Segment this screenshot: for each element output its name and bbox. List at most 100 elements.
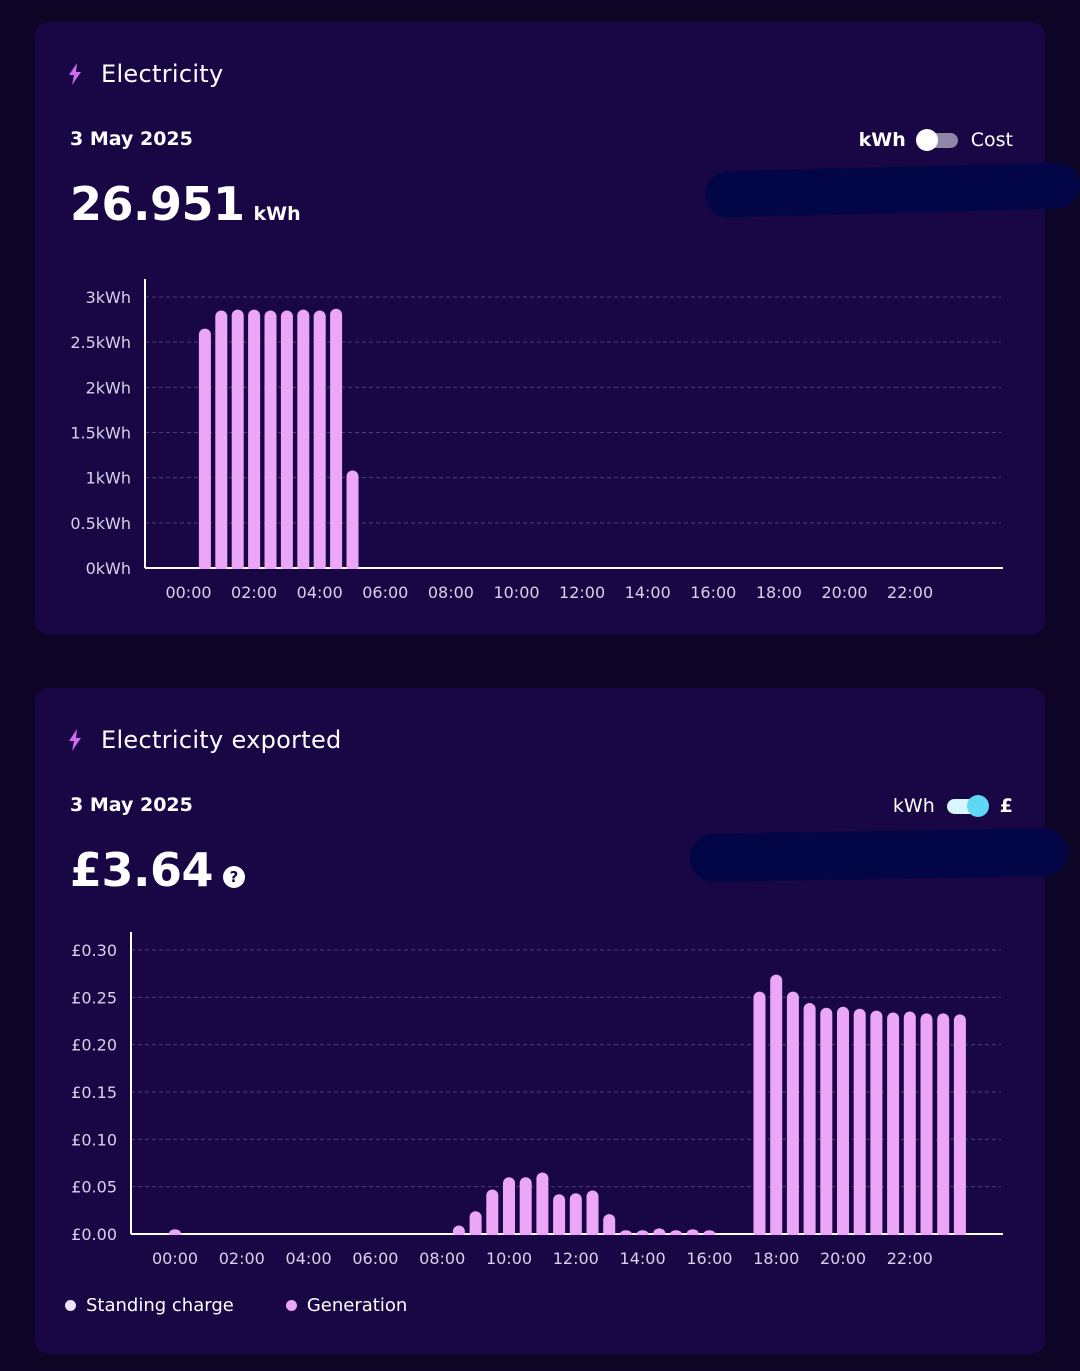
x-tick-label: 12:00 <box>559 583 605 602</box>
bar[interactable] <box>903 1011 916 1238</box>
electricity-exported-card: Electricity exported 3 May 2025 kWh £ £3… <box>35 688 1069 1354</box>
electricity-card: Electricity 3 May 2025 kWh Cost 26.951 k… <box>35 22 1080 635</box>
y-tick-label: 3kWh <box>86 288 131 307</box>
toggle-label-kwh: kWh <box>892 795 935 817</box>
toggle-switch[interactable] <box>946 794 989 817</box>
bar[interactable] <box>803 1003 816 1238</box>
bar[interactable] <box>198 328 211 572</box>
x-tick-label: 02:00 <box>231 583 277 602</box>
legend-label: Standing charge <box>86 1295 234 1316</box>
lightning-bolt-icon <box>69 729 81 751</box>
bar[interactable] <box>937 1013 950 1238</box>
card-title: Electricity <box>101 60 224 88</box>
date-label: 3 May 2025 <box>70 794 193 816</box>
x-tick-label: 00:00 <box>152 1249 198 1268</box>
bar[interactable] <box>569 1193 582 1238</box>
y-tick-label: 1kWh <box>86 469 131 488</box>
y-tick-label: £0.25 <box>71 988 117 1007</box>
lightning-bolt-icon <box>69 63 81 85</box>
toggle-label-pound: £ <box>999 795 1013 817</box>
date-label: 3 May 2025 <box>70 128 193 150</box>
bar[interactable] <box>837 1006 849 1238</box>
y-tick-label: 2.5kWh <box>70 333 131 352</box>
y-tick-label: £0.30 <box>71 941 117 960</box>
x-tick-label: 14:00 <box>625 583 671 602</box>
bar[interactable] <box>820 1007 833 1238</box>
bar[interactable] <box>215 310 228 572</box>
usage-bar-chart: 0kWh 0.5kWh 1kWh 1.5kWh 2kWh 2.5kWh 3kWh 00:00 0… <box>70 279 1003 602</box>
x-tick-label: 08:00 <box>419 1249 465 1268</box>
x-tick-label: 02:00 <box>219 1249 265 1268</box>
x-tick-label: 08:00 <box>428 583 474 602</box>
toggle-label-kwh: kWh <box>858 129 906 151</box>
unit-toggle[interactable]: kWh Cost <box>858 128 1013 151</box>
bar[interactable] <box>586 1190 599 1238</box>
x-tick-label: 22:00 <box>887 1249 933 1268</box>
x-tick-label: 20:00 <box>820 1249 866 1268</box>
bar[interactable] <box>753 991 766 1238</box>
axis-mask <box>132 1235 1002 1240</box>
y-tick-label: 1.5kWh <box>70 424 131 443</box>
x-tick-label: 06:00 <box>352 1249 398 1268</box>
x-tick-label: 22:00 <box>887 583 933 602</box>
bar[interactable] <box>280 310 293 572</box>
export-bar-chart: £0.00 £0.05 £0.10 £0.15 £0.20 £0.25 £0.30 00:00… <box>71 932 1003 1268</box>
x-tick-label: 16:00 <box>686 1249 732 1268</box>
chart-legend: Standing charge Generation <box>65 1295 459 1316</box>
toggle-knob <box>915 128 938 151</box>
legend-dot <box>285 1300 297 1311</box>
legend-item-generation: Generation <box>285 1295 408 1316</box>
bar[interactable] <box>920 1013 933 1238</box>
bar[interactable] <box>231 309 244 572</box>
y-tick-label: £0.15 <box>71 1083 117 1102</box>
bar[interactable] <box>887 1012 900 1238</box>
x-tick-label: 10:00 <box>493 583 539 602</box>
bar[interactable] <box>346 470 359 572</box>
legend-label: Generation <box>306 1295 408 1316</box>
bar[interactable] <box>519 1177 532 1238</box>
bar[interactable] <box>313 310 326 572</box>
total-value: 26.951 <box>70 177 245 231</box>
bar[interactable] <box>452 1225 465 1238</box>
y-tick-label: 0kWh <box>86 559 131 578</box>
bar[interactable] <box>953 1014 966 1238</box>
bar[interactable] <box>770 974 783 1238</box>
x-tick-label: 16:00 <box>690 583 736 602</box>
bar[interactable] <box>853 1008 866 1238</box>
bar[interactable] <box>786 991 799 1238</box>
unit-toggle[interactable]: kWh £ <box>892 794 1013 817</box>
x-tick-label: 04:00 <box>286 1249 332 1268</box>
toggle-switch[interactable] <box>915 128 958 151</box>
y-tick-label: £0.10 <box>71 1130 117 1149</box>
bar[interactable] <box>503 1177 515 1238</box>
total-value: £3.64 <box>70 843 214 897</box>
bar[interactable] <box>603 1214 616 1238</box>
legend-item-standing-charge: Standing charge <box>65 1295 234 1316</box>
bar[interactable] <box>486 1189 499 1238</box>
bar[interactable] <box>264 310 277 572</box>
x-tick-label: 10:00 <box>486 1249 532 1268</box>
question-circle-icon[interactable]: ? <box>223 866 246 888</box>
electricity-exported-header: Electricity exported <box>67 726 342 754</box>
x-tick-label: 06:00 <box>362 583 408 602</box>
bar[interactable] <box>553 1194 566 1238</box>
bar[interactable] <box>870 1010 883 1238</box>
toggle-label-cost: Cost <box>970 129 1013 151</box>
card-title: Electricity exported <box>101 726 342 754</box>
bar[interactable] <box>536 1172 549 1238</box>
x-tick-label: 00:00 <box>165 583 211 602</box>
bar[interactable] <box>330 308 343 572</box>
total-usage: 26.951 kWh <box>70 177 301 231</box>
y-tick-label: £0.00 <box>71 1225 117 1244</box>
bar[interactable] <box>248 309 261 572</box>
bar[interactable] <box>469 1211 482 1238</box>
x-tick-label: 14:00 <box>620 1249 666 1268</box>
legend-dot <box>65 1300 76 1311</box>
bar[interactable] <box>297 309 310 572</box>
toggle-knob <box>966 794 989 817</box>
total-earnings: £3.64 ? <box>70 843 246 897</box>
axis-mask <box>146 569 1002 574</box>
x-tick-label: 20:00 <box>821 583 867 602</box>
y-tick-label: 0.5kWh <box>70 514 131 533</box>
total-unit: kWh <box>253 203 301 225</box>
